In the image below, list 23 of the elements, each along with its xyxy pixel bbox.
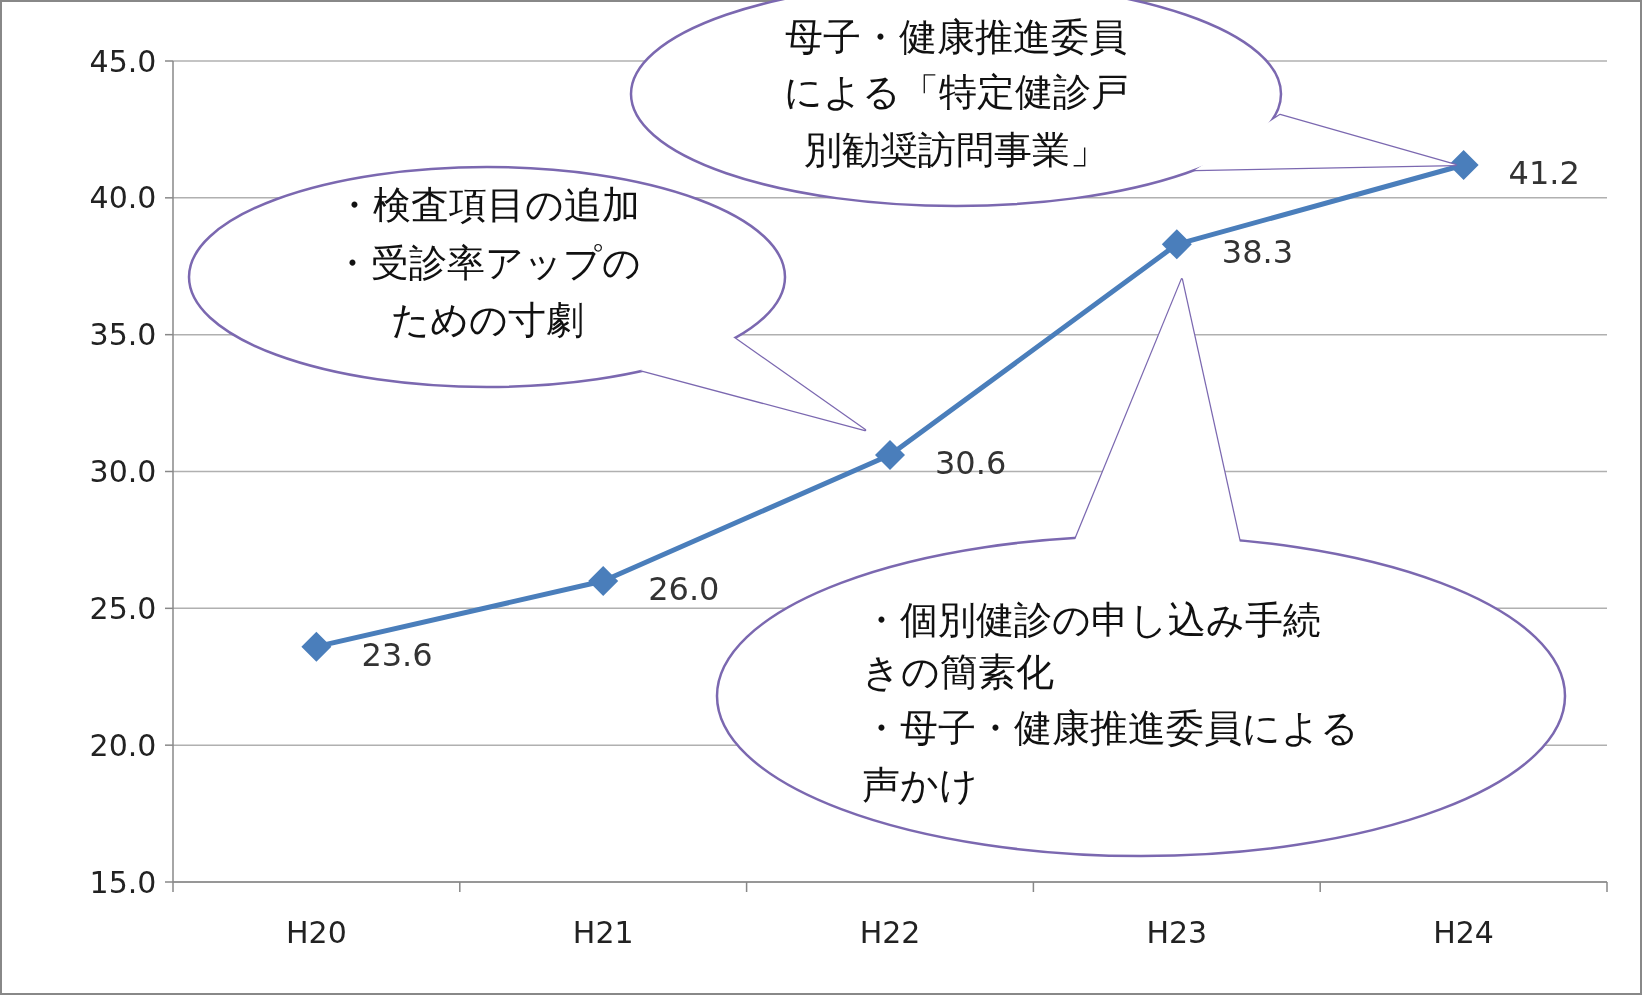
x-tick-label: H20 — [286, 914, 347, 950]
annotation: ・個別健診の申し込み手続きの簡素化・母子・健康推進委員による声かけ — [862, 598, 1359, 807]
point — [875, 440, 905, 471]
data-label: 41.2 — [1508, 153, 1580, 192]
point — [301, 631, 332, 662]
data-label: 23.6 — [361, 635, 433, 674]
y-tick-label: 40.0 — [89, 180, 157, 216]
y-tick-label: 25.0 — [89, 590, 157, 626]
y-tick-label: 15.0 — [89, 864, 157, 900]
y-tick-label: 30.0 — [89, 454, 157, 489]
x-tick-label: H23 — [1146, 914, 1208, 950]
data-label: 38.3 — [1221, 233, 1294, 272]
y-tick-label: 45.0 — [89, 43, 157, 79]
point — [588, 565, 619, 596]
point — [1161, 229, 1192, 260]
x-tick-label: H22 — [859, 914, 921, 950]
x-tick-label: H21 — [572, 914, 634, 950]
y-tick-label: 20.0 — [89, 727, 157, 763]
data-label: 30.6 — [935, 444, 1007, 483]
x-tick-label: H24 — [1433, 914, 1494, 950]
point — [1448, 149, 1479, 180]
data-label: 26.0 — [648, 569, 720, 608]
y-tick-label: 35.0 — [89, 317, 157, 353]
